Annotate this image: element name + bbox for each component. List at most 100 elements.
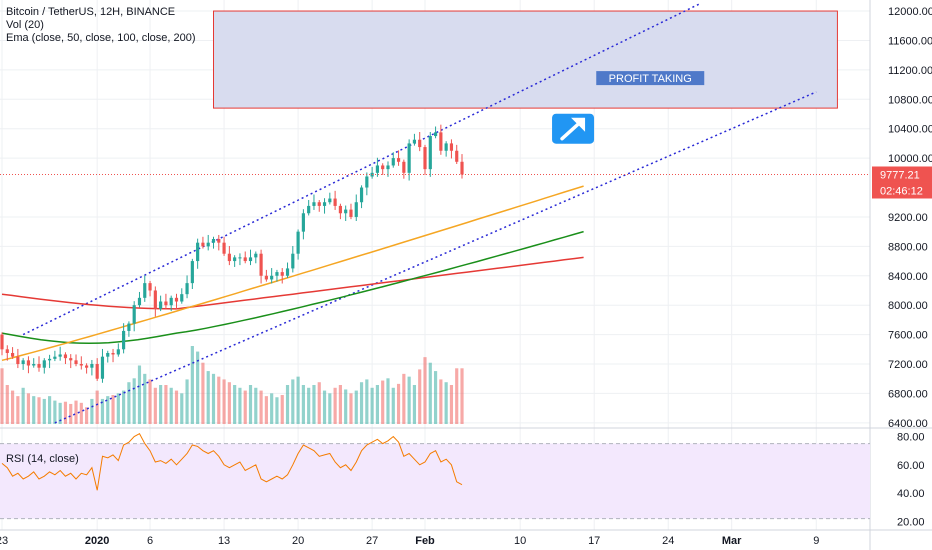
candle-body [433,132,438,137]
candle-body [222,242,226,254]
rsi-line [1,433,463,491]
candle-body [42,360,46,368]
time-tick-label: 6 [147,535,153,547]
candle-body [16,356,20,365]
rsi-tick-label: 60.00 [897,460,925,472]
candle-body [396,158,401,162]
volume-bar [428,362,432,424]
volume-bar [359,382,364,424]
volume-bar [238,387,242,424]
candle-body [354,202,358,217]
volume-bar [264,396,268,424]
volume-bar [270,393,274,424]
volume-bar [26,393,31,424]
volume-bar [122,390,126,424]
volume-bar [365,379,369,424]
candle-body [233,257,237,262]
price-tick-label: 10800.00 [888,94,932,106]
volume-bar [63,401,68,424]
volume-bar [69,403,73,424]
candle-body [185,283,189,295]
volume-bar [280,395,284,424]
price-tick-label: 8000.00 [888,300,928,312]
candle-body [132,305,136,324]
candle-body [201,242,205,247]
candle-body [317,202,321,206]
time-tick-label: 24 [662,535,674,547]
candle-body [174,297,179,302]
volume-bar [153,387,157,424]
profit-zone-box [213,10,838,109]
candle-body [460,161,464,175]
volume-bar [338,385,342,424]
candle-body [63,354,68,359]
volume-bar [307,387,311,424]
volume-bar [317,382,321,424]
volume-bar [349,393,353,424]
channel-lower [54,91,817,424]
time-axis[interactable]: 23 2020 6 13 20 27 Feb 10 17 24 Mar 9 [0,535,819,547]
candle-body [444,143,448,151]
volume-bar [180,393,184,424]
time-tick-label: 10 [514,535,526,547]
time-tick-label: 17 [588,535,600,547]
price-tick-label: 6800.00 [888,388,928,400]
candle-body [227,253,231,262]
candle-body [296,231,300,254]
time-tick-label: 9 [813,535,819,547]
candle-body [322,202,327,206]
volume-bar [0,368,4,424]
candlesticks[interactable] [0,124,464,383]
candle-body [69,358,73,361]
volume-bar [196,351,200,424]
volume-bar [137,365,142,424]
candle-body [455,150,459,162]
candle-body [328,198,332,203]
price-tick-label: 12000.00 [888,6,932,18]
volume-bar [174,390,179,424]
candle-body [312,202,316,206]
candle-body [159,301,163,309]
candle-body [196,242,200,262]
profit-label-bg [596,71,705,86]
volume-bar [370,387,374,424]
volume-bar [243,390,247,424]
ema-legend: Ema (close, 50, close, 100, close, 200) [6,32,196,44]
volume-bar [159,385,163,424]
volume-bar [344,389,348,424]
volume-bar [79,402,83,424]
candle-body [291,253,295,269]
volume-bar [95,390,99,424]
volume-bar [217,376,221,424]
price-tick-label: 7200.00 [888,359,928,371]
volume-bar [354,390,358,424]
volume-bar [185,379,189,424]
price-tick-label: 8800.00 [888,241,928,253]
volume-bar [375,385,379,424]
time-tick-label: 27 [366,535,378,547]
volume-bar [418,369,422,424]
volume-bar [296,376,300,424]
candle-body [79,364,83,366]
ema-50-line [1,185,584,362]
volume-bar [90,398,94,424]
candle-body [301,213,305,232]
volume-bar [132,378,136,424]
price-axis[interactable]: 12000.00 11600.00 11200.00 10800.00 10400.00… [872,6,932,529]
arrow-up-right-icon [552,113,595,144]
candle-body [270,275,274,280]
volume-bar [275,397,279,424]
candle-body [375,165,379,173]
volume-bar [164,385,168,424]
candle-body [264,275,268,280]
profit-zone: PROFIT TAKING [213,10,838,109]
candle-body [349,209,353,217]
volume-bar [53,400,57,424]
candle-body [100,356,105,379]
candle-body [127,323,131,331]
candle-body [402,161,406,173]
candle-body [423,147,427,170]
volume-bar [460,368,464,424]
time-tick-label: 13 [218,535,230,547]
